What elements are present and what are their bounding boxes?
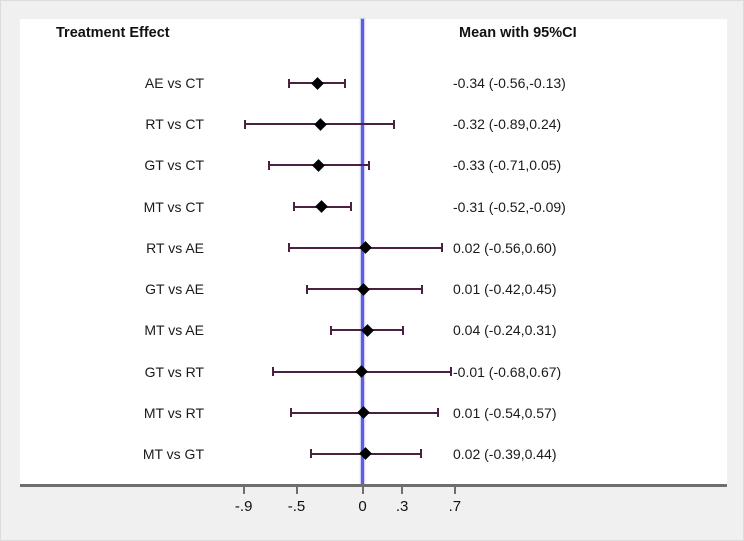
ci-cap-left (292, 202, 295, 212)
row-value: -0.01 (-0.68,0.67) (453, 363, 562, 380)
row-label: GT vs CT (144, 157, 204, 174)
mean-ci-column-header: Mean with 95%CI (459, 25, 577, 41)
row-value: -0.34 (-0.56,-0.13) (453, 75, 566, 91)
row-value: -0.32 (-0.89,0.24) (453, 116, 562, 133)
row-label: RT vs CT (145, 116, 204, 133)
plot-area (20, 19, 727, 485)
row-value: 0.02 (-0.56,0.60) (453, 239, 557, 256)
ci-cap-left (244, 119, 247, 129)
row-value: 0.02 (-0.39,0.44) (453, 445, 557, 462)
ci-cap-left (287, 243, 290, 253)
x-tick-mark (401, 487, 404, 494)
ci-cap-right (344, 78, 347, 88)
row-label: RT vs AE (146, 239, 204, 256)
row-value: 0.01 (-0.54,0.57) (453, 404, 557, 421)
x-tick-label: -.9 (234, 498, 253, 515)
ci-cap-left (290, 408, 293, 418)
x-tick-label: -.5 (287, 498, 306, 515)
ci-cap-left (306, 284, 309, 294)
x-tick-label: .7 (448, 498, 462, 515)
ci-cap-right (449, 367, 452, 377)
x-tick-mark (242, 487, 245, 494)
x-axis-line (20, 484, 727, 487)
x-tick-label: 0 (358, 498, 367, 515)
ci-cap-right (436, 408, 439, 418)
ci-cap-left (287, 78, 290, 88)
ci-cap-right (420, 284, 423, 294)
row-label: GT vs AE (145, 281, 204, 298)
row-label: AE vs CT (144, 75, 204, 91)
row-value: 0.01 (-0.42,0.45) (453, 281, 557, 298)
row-label: MT vs RT (143, 404, 204, 421)
ci-cap-left (271, 367, 274, 377)
row-value: -0.31 (-0.52,-0.09) (453, 198, 566, 215)
ci-cap-left (329, 325, 332, 335)
treatment-effect-column-header: Treatment Effect (56, 25, 170, 41)
ci-cap-left (267, 160, 270, 170)
row-label: MT vs CT (143, 198, 204, 215)
row-value: -0.33 (-0.71,0.05) (453, 157, 562, 174)
row-label: GT vs RT (144, 363, 204, 380)
row-value: 0.04 (-0.24,0.31) (453, 322, 557, 339)
ci-cap-right (393, 119, 396, 129)
ci-cap-right (349, 202, 352, 212)
ci-cap-right (402, 325, 405, 335)
zero-reference-line (361, 19, 364, 485)
ci-cap-right (440, 243, 443, 253)
x-tick-label: .3 (395, 498, 409, 515)
row-label: MT vs AE (144, 322, 204, 339)
x-tick-mark (361, 487, 364, 494)
ci-cap-right (419, 449, 422, 459)
x-tick-mark (295, 487, 298, 494)
x-tick-mark (453, 487, 456, 494)
ci-cap-left (310, 449, 313, 459)
ci-cap-right (368, 160, 371, 170)
row-label: MT vs GT (142, 445, 204, 462)
